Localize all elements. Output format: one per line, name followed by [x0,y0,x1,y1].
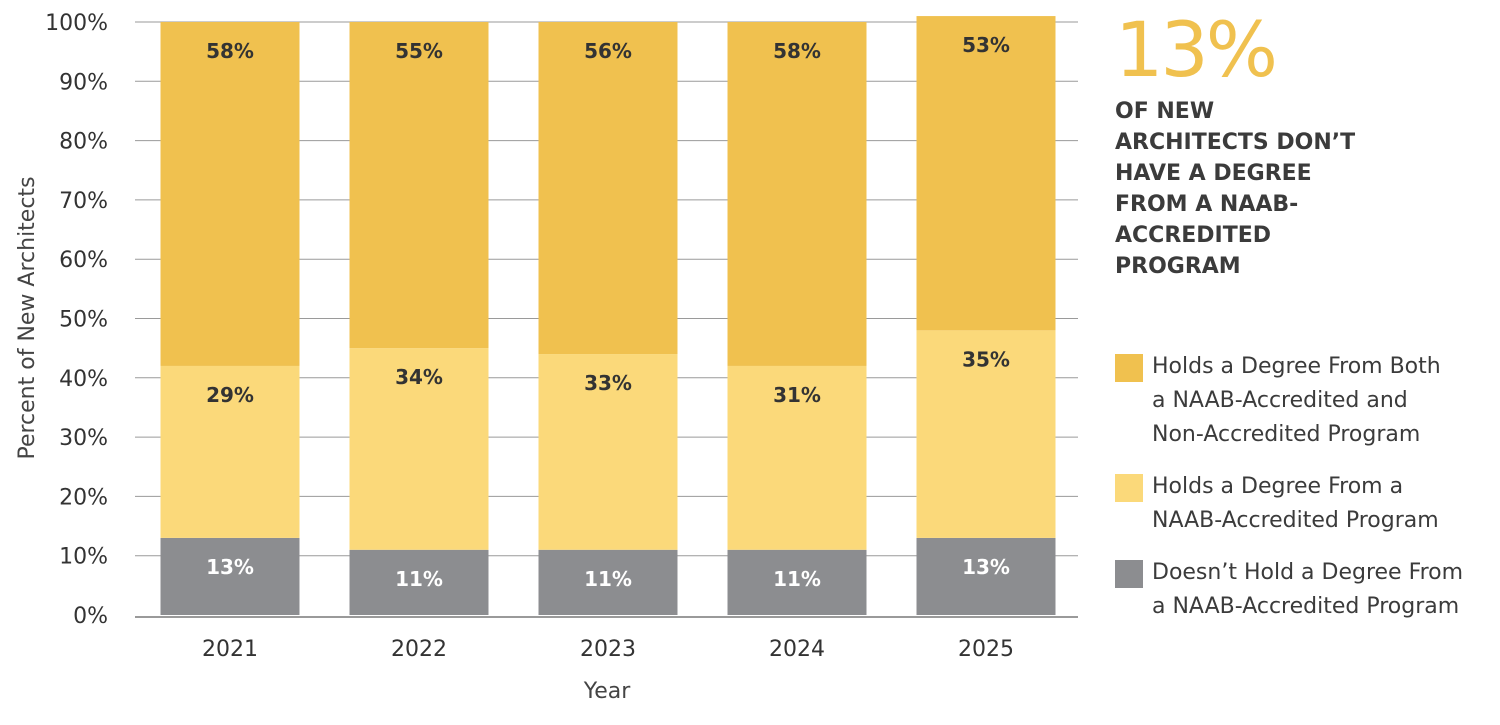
data-label: 53% [962,33,1010,57]
data-label: 11% [584,567,632,591]
y-tick-label: 90% [59,70,108,95]
y-tick-label: 0% [73,604,108,629]
data-label: 29% [206,383,254,407]
bar-segment [727,365,867,550]
data-label: 55% [395,39,443,63]
callout-text: OF NEW ARCHITECTS DON’T HAVE A DEGREE FR… [1115,99,1356,279]
y-tick-label: 70% [59,189,108,214]
legend-swatch [1115,560,1143,588]
legend-swatch [1115,354,1143,382]
legend-label: Holds a Degree From Both a NAAB-Accredit… [1152,354,1441,447]
bar-segment [727,22,867,366]
data-label: 56% [584,39,632,63]
legend-item: Holds a Degree From a NAAB-Accredited Pr… [1115,470,1495,538]
data-labels: 13% 29% 58% 11% 34% 55% 11% 33% 56% 11% 31% 58% 13% 3… [206,33,1010,591]
x-tick-label: 2025 [958,637,1014,662]
data-label: 33% [584,371,632,395]
y-axis-title: Percent of New Architects [15,176,40,459]
data-label: 13% [962,555,1010,579]
legend-item: Doesn’t Hold a Degree From a NAAB-Accred… [1115,556,1495,624]
bar-segment [727,549,867,615]
data-label: 58% [206,39,254,63]
x-tick-label: 2024 [769,637,825,662]
data-label: 13% [206,555,254,579]
bar-segment [160,22,300,366]
x-tick-label: 2022 [391,637,447,662]
bar-segment [160,537,300,615]
bar-segment [916,537,1056,615]
y-tick-label: 80% [59,130,108,155]
y-tick-label: 60% [59,248,108,273]
callout: 13% OF NEW ARCHITECTS DON’T HAVE A DEGRE… [1115,10,1415,282]
bar-segment [538,354,678,550]
legend-item: Holds a Degree From Both a NAAB-Accredit… [1115,350,1495,452]
legend-swatch [1115,474,1143,502]
stacked-bar-chart: 13% 29% 58% 11% 34% 55% 11% 33% 56% 11% 31% 58% 13% 3… [15,11,1078,704]
y-tick-label: 100% [45,11,108,36]
data-label: 35% [962,347,1010,371]
legend: Holds a Degree From Both a NAAB-Accredit… [1115,350,1495,642]
bar-segment [160,365,300,538]
bar-segment [538,549,678,615]
data-label: 31% [773,383,821,407]
x-tick-label: 2023 [580,637,636,662]
data-label: 58% [773,39,821,63]
x-axis-title: Year [583,679,632,704]
y-tick-label: 50% [59,308,108,333]
x-tick-label: 2021 [202,637,258,662]
legend-label: Doesn’t Hold a Degree From a NAAB-Accred… [1152,560,1464,619]
y-tick-label: 30% [59,426,108,451]
axes: 0% 10% 20% 30% 40% 50% 60% 70% 80% 90% 100% 2021 202… [45,11,1078,662]
y-tick-label: 40% [59,367,108,392]
data-label: 11% [395,567,443,591]
y-tick-label: 10% [59,545,108,570]
bars [160,16,1056,615]
bar-segment [349,348,489,550]
data-label: 34% [395,365,443,389]
bar-segment [916,330,1056,538]
data-label: 11% [773,567,821,591]
bar-segment [916,16,1056,331]
y-tick-label: 20% [59,485,108,510]
bar-segment [349,22,489,349]
bar-segment [538,22,678,355]
callout-value: 13% [1115,5,1278,94]
legend-label: Holds a Degree From a NAAB-Accredited Pr… [1152,474,1439,533]
bar-segment [349,549,489,615]
